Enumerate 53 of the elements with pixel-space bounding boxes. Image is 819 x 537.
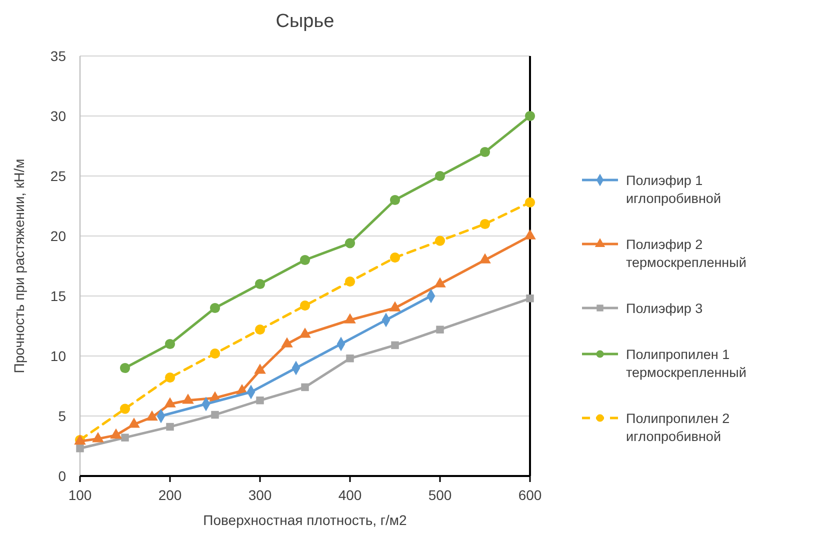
point <box>210 348 220 359</box>
legend-label: Полиэфир 1 иглопробивной <box>626 173 721 206</box>
point <box>391 341 399 350</box>
x-axis-title: Поверхностная плотность, г/м2 <box>203 512 408 528</box>
point <box>300 300 310 311</box>
legend-label: Полипропилен 2 иглопробивной <box>626 411 730 444</box>
point <box>480 146 490 158</box>
chart-title: Сырье <box>276 11 334 32</box>
point <box>301 383 309 392</box>
point <box>390 194 400 206</box>
point <box>254 278 266 290</box>
point <box>256 396 264 404</box>
legend-label: Полиэфир 2 термоскрепленный <box>626 237 746 270</box>
y-tick-label: 10 <box>50 348 66 364</box>
y-tick-label: 30 <box>50 108 66 124</box>
x-tick-label: 500 <box>428 487 452 503</box>
y-axis-title: Прочность при растяжении, кН/м <box>11 158 27 374</box>
x-tick-label: 600 <box>518 487 542 503</box>
legend-label: Полипропилен 1 термоскрепленный <box>626 347 746 380</box>
point <box>524 110 536 122</box>
point <box>434 170 446 182</box>
point <box>121 434 129 442</box>
y-tick-label: 25 <box>50 168 66 184</box>
point <box>434 236 446 246</box>
point <box>120 404 130 414</box>
x-tick-label: 200 <box>158 487 182 503</box>
point <box>120 362 130 374</box>
point <box>211 410 219 419</box>
point <box>210 302 220 314</box>
point <box>524 197 536 208</box>
point <box>76 444 84 452</box>
y-tick-label: 35 <box>50 48 66 64</box>
legend-label: Полиэфир 3 <box>626 301 703 316</box>
point <box>344 276 356 287</box>
point <box>164 372 176 383</box>
y-tick-label: 5 <box>58 408 66 424</box>
x-tick-label: 300 <box>248 487 272 503</box>
point <box>164 338 176 350</box>
point <box>344 238 356 248</box>
point <box>254 324 266 335</box>
x-tick-label: 400 <box>338 487 362 503</box>
y-tick-label: 15 <box>50 288 66 304</box>
x-tick-label: 100 <box>68 487 92 503</box>
point <box>390 252 400 263</box>
y-tick-label: 20 <box>50 228 66 244</box>
point <box>346 354 354 362</box>
y-tick-label: 0 <box>58 468 66 484</box>
point <box>166 422 174 431</box>
point <box>526 294 534 302</box>
point <box>300 254 310 266</box>
point <box>436 326 444 334</box>
point <box>92 432 104 442</box>
point <box>480 218 490 230</box>
